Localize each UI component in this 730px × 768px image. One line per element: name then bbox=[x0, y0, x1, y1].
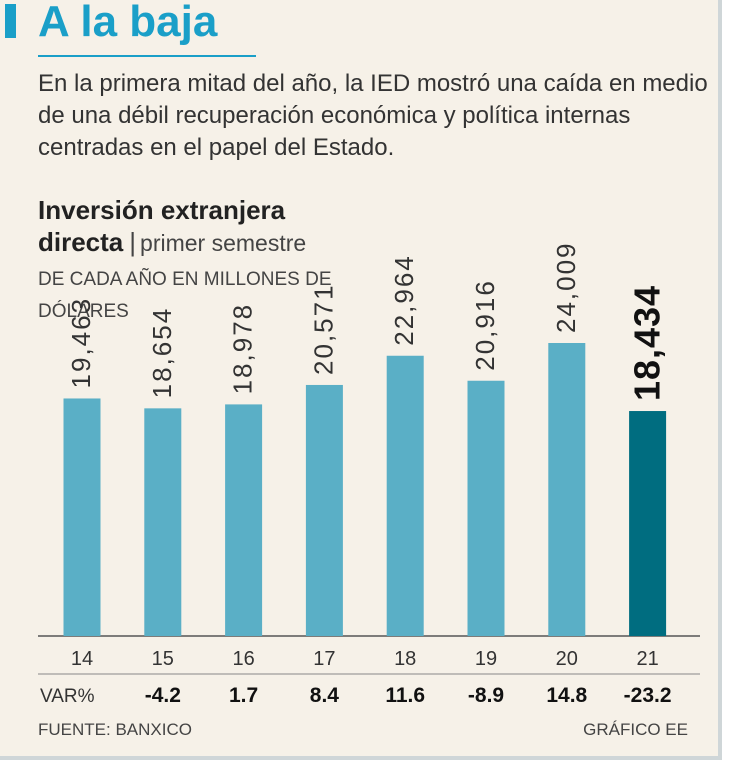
tick-label: 21 bbox=[636, 648, 658, 670]
chart-units: DE CADA AÑO EN MILLONES DE DÓLARES bbox=[38, 269, 332, 322]
bar bbox=[467, 380, 505, 636]
title-marker bbox=[5, 4, 16, 38]
tick-label: 20 bbox=[556, 648, 578, 670]
tick-label: 19 bbox=[475, 648, 497, 670]
var-value: -4.2 bbox=[145, 684, 181, 707]
var-value: -23.2 bbox=[624, 684, 672, 707]
chart-title-separator: | bbox=[129, 227, 137, 257]
var-value: 1.7 bbox=[229, 684, 258, 707]
bar bbox=[144, 408, 182, 636]
var-value: 8.4 bbox=[310, 684, 340, 707]
var-label: VAR% bbox=[40, 686, 95, 707]
data-label: 24,009 bbox=[551, 241, 581, 333]
source-note: FUENTE: BANXICO bbox=[38, 720, 192, 739]
var-value: -8.9 bbox=[468, 684, 504, 707]
data-label: 18,978 bbox=[228, 303, 258, 395]
bar-chart: VAR% 19,463 14 18,654 15 -4.2 18,978 16 1.7 20,57… bbox=[38, 241, 700, 707]
data-label: 20,571 bbox=[308, 283, 338, 375]
infographic-card: A la baja En la primera mitad del año, l… bbox=[0, 0, 722, 760]
chart-title-line1: Inversión extranjera bbox=[38, 195, 286, 225]
bar bbox=[63, 398, 101, 636]
bar bbox=[548, 343, 586, 636]
data-label: 20,916 bbox=[470, 279, 500, 371]
bar bbox=[629, 411, 667, 636]
tick-label: 14 bbox=[71, 648, 93, 670]
chart-title-line2: directa | primer semestre bbox=[38, 226, 306, 259]
data-label: 18,434 bbox=[627, 285, 668, 401]
title-underline bbox=[38, 55, 256, 57]
data-label: 18,654 bbox=[147, 307, 177, 399]
graphic-credit: GRÁFICO EE bbox=[583, 720, 688, 739]
chart-title-period: primer semestre bbox=[140, 230, 307, 256]
page-title: A la baja bbox=[38, 0, 218, 46]
data-label: 19,463 bbox=[66, 297, 96, 389]
subtitle: En la primera mitad del año, la IED most… bbox=[38, 70, 708, 161]
tick-label: 16 bbox=[232, 648, 254, 670]
chart-title-bold: directa bbox=[38, 227, 124, 257]
data-label: 22,964 bbox=[389, 254, 419, 346]
bar bbox=[305, 384, 343, 636]
tick-label: 15 bbox=[152, 648, 174, 670]
bar bbox=[225, 404, 263, 636]
var-value: 11.6 bbox=[385, 684, 425, 707]
var-value: 14.8 bbox=[546, 684, 587, 707]
tick-label: 18 bbox=[394, 648, 416, 670]
bar bbox=[386, 355, 424, 636]
tick-label: 17 bbox=[313, 648, 335, 670]
